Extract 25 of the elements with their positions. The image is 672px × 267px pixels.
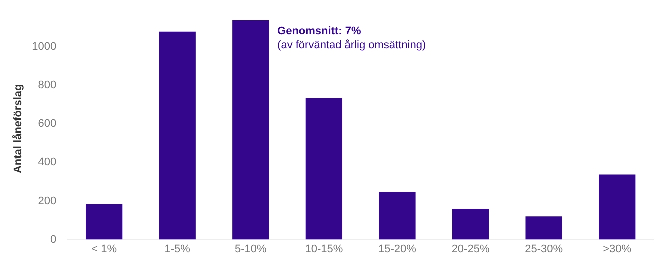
bar — [452, 208, 490, 240]
x-tick-label: 5-10% — [235, 243, 268, 256]
x-tick-label: 10-15% — [305, 243, 344, 256]
bar — [306, 98, 343, 240]
y-tick-label: 200 — [38, 195, 57, 208]
y-tick-label: 400 — [38, 156, 57, 169]
annotation: Genomsnitt: 7% — [278, 26, 362, 38]
x-tick-label: < 1% — [92, 243, 118, 256]
x-tick-label: 1-5% — [164, 243, 191, 256]
bar — [379, 192, 416, 240]
x-tick-label: 15-20% — [378, 243, 417, 256]
bar — [599, 174, 636, 240]
x-tick-label: 25-30% — [525, 243, 564, 256]
x-tick-label: >30% — [603, 243, 632, 256]
bar — [159, 32, 196, 240]
y-tick-label: 600 — [38, 118, 57, 130]
bar — [526, 216, 562, 240]
bar — [86, 204, 123, 240]
annotation: (av förväntad årlig omsättning) — [278, 40, 426, 52]
y-tick-label: 1000 — [32, 40, 57, 53]
x-tick-label: 20-25% — [452, 243, 490, 256]
y-tick-label: 0 — [50, 234, 57, 246]
y-axis-title: Antal låneförslag — [12, 84, 25, 174]
y-tick-label: 800 — [38, 80, 57, 92]
bar — [232, 20, 270, 240]
